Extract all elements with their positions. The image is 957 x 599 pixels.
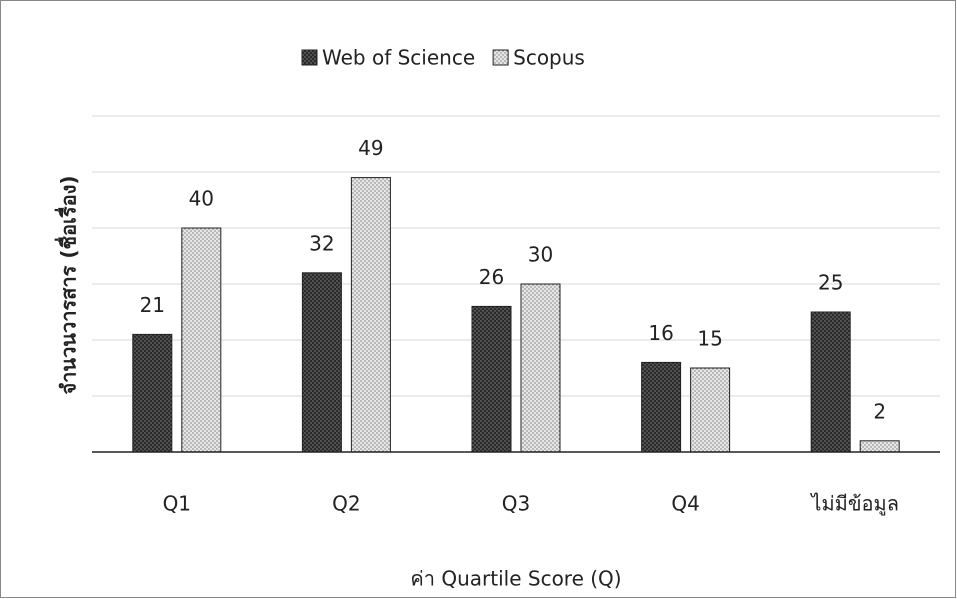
bar: [181, 227, 222, 453]
data-label: 32: [309, 231, 334, 255]
x-tick-label: Q4: [671, 492, 699, 516]
bar: [132, 333, 173, 453]
legend-label: Web of Science: [322, 46, 475, 70]
data-label: 30: [528, 243, 553, 267]
bar: [810, 311, 851, 453]
data-label: 40: [189, 187, 214, 211]
x-tick-label: Q3: [502, 492, 530, 516]
legend-swatch: [301, 49, 318, 66]
data-label: 16: [648, 321, 673, 345]
bar: [859, 440, 900, 453]
data-label: 2: [873, 399, 886, 423]
data-label: 25: [818, 271, 843, 295]
bar: [641, 361, 682, 453]
legend-swatch: [492, 49, 509, 66]
data-label: 15: [697, 327, 722, 351]
x-tick-label: ไม่มีข้อมูล: [809, 492, 899, 517]
data-label: 21: [140, 293, 165, 317]
x-tick-label: Q2: [332, 492, 360, 516]
legend-label: Scopus: [513, 46, 585, 70]
x-tick-label: Q1: [163, 492, 191, 516]
bar: [690, 367, 731, 453]
bar: [301, 272, 342, 453]
bar: [520, 283, 561, 453]
y-axis-label: จำนวนวารสาร (ชื่อเรื่อง): [54, 175, 81, 394]
bar: [350, 177, 391, 453]
bar: [471, 305, 512, 453]
data-label: 49: [358, 136, 383, 160]
x-axis-label: ค่า Quartile Score (Q): [410, 567, 621, 591]
data-label: 26: [479, 265, 504, 289]
